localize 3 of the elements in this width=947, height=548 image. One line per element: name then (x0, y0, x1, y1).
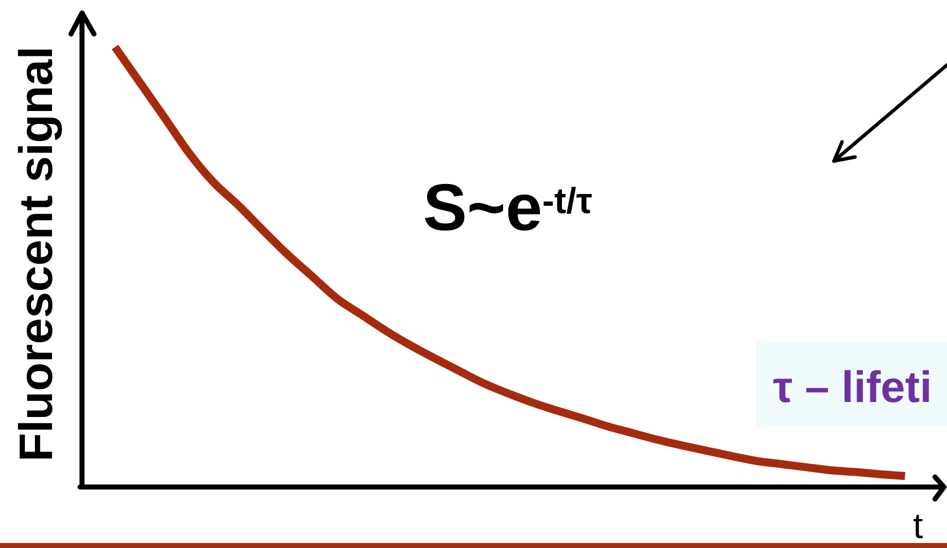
y-axis-title: Fluorescent signal (9, 46, 62, 462)
x-axis-title: t (912, 505, 924, 546)
annotation: τ – lifeti (773, 363, 932, 412)
